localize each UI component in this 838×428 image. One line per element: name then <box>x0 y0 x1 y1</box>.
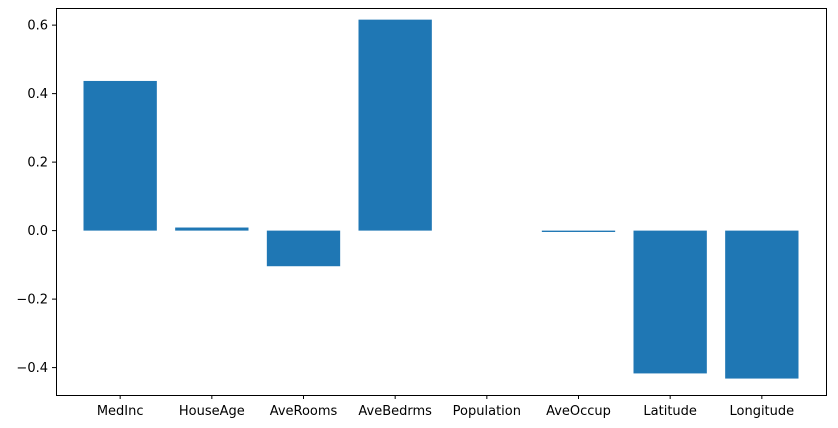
x-tick-label: AveBedrms <box>358 404 432 419</box>
x-tick-label: Population <box>453 404 521 419</box>
bar-averooms <box>266 230 341 267</box>
bar-medinc <box>83 80 157 231</box>
bar-avebedrms <box>358 19 432 231</box>
x-tick-label: AveOccup <box>546 404 611 419</box>
x-tick-label: AveRooms <box>270 404 338 419</box>
y-axis: −0.4 −0.2 0.0 0.2 0.4 0.6 <box>16 19 56 376</box>
plot-frame <box>56 8 827 396</box>
x-axis: MedInc HouseAge AveRooms AveBedrms Populatio… <box>97 395 794 419</box>
bar-aveoccup <box>541 230 616 232</box>
y-tick-label: 0.6 <box>27 19 48 34</box>
x-tick-label: HouseAge <box>179 404 245 419</box>
bars-group <box>83 19 799 379</box>
x-tick-label: Latitude <box>643 404 697 419</box>
x-tick-label: Longitude <box>729 404 794 419</box>
y-tick-label: 0.4 <box>27 87 48 102</box>
bar-longitude <box>725 230 799 379</box>
y-tick-label: −0.2 <box>16 293 48 308</box>
bar-latitude <box>633 230 707 374</box>
y-tick-label: −0.4 <box>16 361 48 376</box>
bar-houseage <box>175 227 249 231</box>
y-tick-label: 0.2 <box>27 156 48 171</box>
x-tick-label: MedInc <box>97 404 144 419</box>
y-tick-label: 0.0 <box>27 224 48 239</box>
